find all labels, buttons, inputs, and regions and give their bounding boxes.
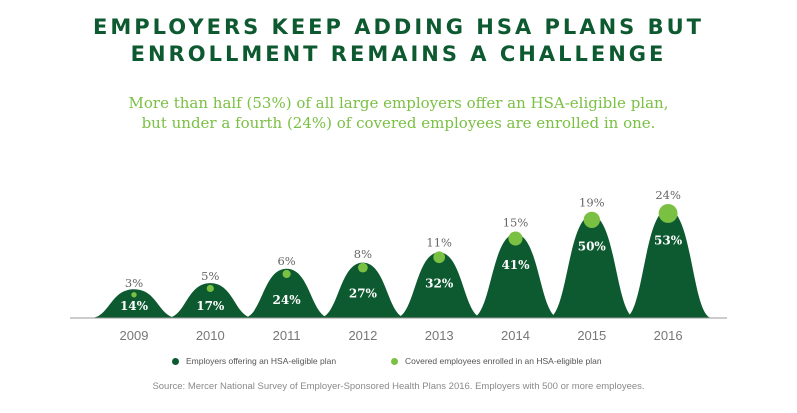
data-labels-group: 14% 3% 17% 5% 24% 6% 27% 8% 32% 11% 41% 15% 50% 19% 53…	[120, 188, 683, 313]
employers-label-2010: 17%	[196, 299, 225, 313]
employers-label-2014: 41%	[501, 258, 530, 272]
enrolled-label-2013: 11%	[426, 235, 452, 249]
enrolled-bubble-2013	[433, 251, 446, 264]
employers-bell-2014	[471, 233, 560, 318]
employers-label-2009: 14%	[120, 299, 149, 313]
x-tick-2011: 2011	[273, 328, 301, 343]
source-note: Source: Mercer National Survey of Employ…	[152, 381, 645, 392]
enrolled-bubble-2016	[658, 204, 678, 223]
subtitle-line-2: but under a fourth (24%) of covered empl…	[141, 114, 656, 132]
employers-label-2015: 50%	[578, 240, 607, 254]
employers-bell-2011	[242, 268, 331, 318]
x-tick-2010: 2010	[196, 328, 225, 343]
enrolled-series-group	[131, 204, 678, 298]
employers-label-2012: 27%	[349, 287, 378, 301]
enrolled-label-2009: 3%	[125, 276, 143, 290]
x-tick-2009: 2009	[120, 328, 149, 343]
x-tick-2012: 2012	[348, 328, 377, 343]
enrolled-label-2015: 19%	[579, 196, 605, 210]
enrolled-label-2012: 8%	[354, 247, 372, 261]
x-tick-2016: 2016	[654, 328, 683, 343]
employers-bell-2013	[395, 252, 484, 318]
enrolled-bubble-2010	[206, 284, 214, 293]
subtitle-line-1: More than half (53%) of all large employ…	[128, 94, 669, 112]
legend-dot-light-icon	[391, 357, 398, 365]
enrolled-label-2014: 15%	[503, 215, 529, 229]
enrolled-bubble-2014	[508, 231, 523, 246]
title-line-1: EMPLOYERS KEEP ADDING HSA PLANS BUT	[93, 15, 704, 39]
chart-title: EMPLOYERS KEEP ADDING HSA PLANS BUT ENRO…	[0, 14, 797, 68]
legend-item-offering: Employers offering an HSA-eligible plan	[172, 356, 336, 366]
chart-subtitle: More than half (53%) of all large employ…	[0, 93, 797, 133]
enrolled-bubble-2009	[131, 292, 137, 298]
enrolled-bubble-2011	[282, 269, 291, 279]
employers-bell-2009	[90, 289, 178, 318]
enrolled-bubble-2012	[358, 262, 368, 273]
x-tick-labels-group: 2009 2010 2011 2012 2013 2014 2015 2016	[120, 328, 683, 343]
enrolled-label-2011: 6%	[277, 254, 295, 268]
enrolled-label-2016: 24%	[655, 188, 681, 202]
employers-bell-2012	[318, 262, 407, 318]
employers-bell-2016	[624, 209, 713, 318]
legend-dot-dark-icon	[172, 357, 179, 365]
employers-series-group	[90, 209, 713, 318]
x-tick-2015: 2015	[577, 328, 606, 343]
x-tick-2013: 2013	[425, 328, 454, 343]
employers-label-2013: 32%	[425, 276, 454, 290]
title-line-2: ENROLLMENT REMAINS A CHALLENGE	[130, 42, 667, 66]
enrolled-bubble-2015	[583, 211, 600, 229]
employers-bell-2015	[547, 215, 636, 318]
enrolled-label-2010: 5%	[201, 269, 219, 283]
legend-item-enrolled: Covered employees enrolled in an HSA-eli…	[391, 356, 602, 366]
employers-label-2016: 53%	[654, 233, 683, 247]
legend-label-enrolled: Covered employees enrolled in an HSA-eli…	[405, 356, 602, 366]
legend-label-offering: Employers offering an HSA-eligible plan	[186, 356, 337, 366]
x-tick-2014: 2014	[501, 328, 530, 343]
employers-label-2011: 24%	[273, 293, 302, 307]
employers-bell-2010	[166, 283, 255, 318]
